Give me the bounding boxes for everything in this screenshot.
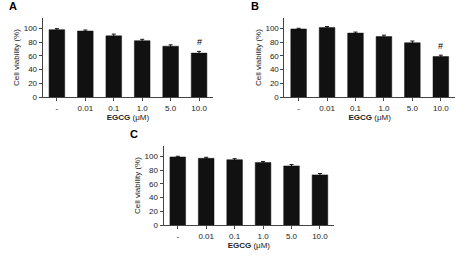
svg-text:0.01: 0.01 [78, 104, 94, 113]
svg-text:Cell viability (%): Cell viability (%) [254, 29, 263, 86]
svg-text:100: 100 [24, 24, 38, 33]
svg-text:20: 20 [149, 207, 158, 216]
svg-text:EGCG (μM): EGCG (μM) [107, 113, 150, 122]
svg-text:0.1: 0.1 [108, 104, 120, 113]
svg-text:0.1: 0.1 [229, 232, 241, 241]
svg-text:100: 100 [265, 24, 279, 33]
svg-text:0: 0 [33, 93, 38, 102]
svg-text:1.0: 1.0 [137, 104, 149, 113]
svg-text:A: A [9, 0, 17, 12]
svg-text:80: 80 [149, 166, 158, 175]
svg-text:10.0: 10.0 [312, 232, 328, 241]
svg-text:60: 60 [28, 52, 37, 61]
svg-text:B: B [251, 0, 259, 12]
svg-text:EGCG (μM): EGCG (μM) [349, 113, 392, 122]
svg-text:0: 0 [274, 93, 279, 102]
svg-text:#: # [438, 41, 443, 51]
svg-text:20: 20 [28, 79, 37, 88]
svg-text:60: 60 [149, 180, 158, 189]
svg-text:60: 60 [270, 52, 279, 61]
svg-text:EGCG (μM): EGCG (μM) [228, 241, 271, 250]
svg-text:0.01: 0.01 [198, 232, 214, 241]
svg-text:40: 40 [270, 65, 279, 74]
svg-text:5.0: 5.0 [165, 104, 177, 113]
svg-text:80: 80 [28, 38, 37, 47]
svg-text:5.0: 5.0 [407, 104, 419, 113]
svg-text:10.0: 10.0 [191, 104, 207, 113]
svg-text:#: # [197, 37, 202, 47]
svg-text:40: 40 [149, 193, 158, 202]
svg-text:5.0: 5.0 [286, 232, 298, 241]
svg-text:20: 20 [270, 79, 279, 88]
svg-text:1.0: 1.0 [258, 232, 270, 241]
svg-text:-: - [297, 104, 300, 113]
svg-text:C: C [130, 128, 138, 140]
svg-text:-: - [176, 232, 179, 241]
svg-text:Cell viability (%): Cell viability (%) [12, 29, 21, 86]
svg-text:10.0: 10.0 [433, 104, 449, 113]
svg-text:0.1: 0.1 [350, 104, 362, 113]
svg-text:100: 100 [145, 152, 159, 161]
svg-text:40: 40 [28, 65, 37, 74]
svg-text:1.0: 1.0 [378, 104, 390, 113]
svg-text:80: 80 [270, 38, 279, 47]
svg-text:0.01: 0.01 [319, 104, 335, 113]
svg-text:0: 0 [153, 221, 158, 230]
svg-text:-: - [56, 104, 59, 113]
svg-text:Cell viability (%): Cell viability (%) [133, 157, 142, 214]
